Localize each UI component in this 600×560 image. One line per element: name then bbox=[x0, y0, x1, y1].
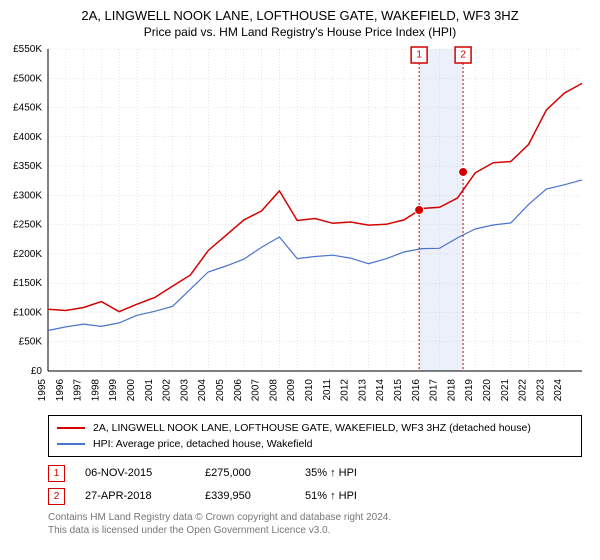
svg-text:£550K: £550K bbox=[13, 44, 42, 55]
svg-text:2011: 2011 bbox=[322, 378, 333, 400]
legend-item: HPI: Average price, detached house, Wake… bbox=[57, 436, 573, 452]
svg-text:1997: 1997 bbox=[73, 378, 84, 401]
legend-label: HPI: Average price, detached house, Wake… bbox=[93, 438, 312, 450]
svg-text:2012: 2012 bbox=[340, 378, 351, 401]
legend-item: 2A, LINGWELL NOOK LANE, LOFTHOUSE GATE, … bbox=[57, 420, 573, 436]
chart-subtitle: Price paid vs. HM Land Registry's House … bbox=[10, 25, 590, 39]
footer-attribution: Contains HM Land Registry data © Crown c… bbox=[48, 511, 582, 537]
svg-text:£100K: £100K bbox=[13, 307, 42, 318]
svg-text:2000: 2000 bbox=[126, 378, 137, 401]
svg-text:2019: 2019 bbox=[464, 378, 475, 401]
svg-text:2003: 2003 bbox=[179, 378, 190, 401]
svg-text:2009: 2009 bbox=[286, 378, 297, 401]
svg-text:1995: 1995 bbox=[37, 378, 48, 401]
event-badge: 1 bbox=[48, 465, 65, 482]
svg-text:2013: 2013 bbox=[357, 378, 368, 401]
event-delta: 35% ↑ HPI bbox=[305, 467, 357, 479]
event-date: 06-NOV-2015 bbox=[85, 467, 205, 479]
svg-text:2020: 2020 bbox=[482, 378, 493, 401]
svg-text:2006: 2006 bbox=[233, 378, 244, 401]
svg-text:1996: 1996 bbox=[55, 378, 66, 401]
footer-line: This data is licensed under the Open Gov… bbox=[48, 524, 582, 537]
svg-text:£50K: £50K bbox=[19, 337, 43, 348]
svg-text:2001: 2001 bbox=[144, 378, 155, 401]
svg-text:2017: 2017 bbox=[429, 378, 440, 401]
legend-swatch bbox=[57, 443, 85, 445]
event-row: 2 27-APR-2018£339,95051% ↑ HPI bbox=[48, 488, 582, 505]
svg-text:£300K: £300K bbox=[13, 190, 42, 201]
svg-text:£400K: £400K bbox=[13, 132, 42, 143]
svg-text:2005: 2005 bbox=[215, 378, 226, 401]
svg-text:£350K: £350K bbox=[13, 161, 42, 172]
svg-text:2018: 2018 bbox=[446, 378, 457, 401]
legend: 2A, LINGWELL NOOK LANE, LOFTHOUSE GATE, … bbox=[48, 415, 582, 457]
svg-text:2023: 2023 bbox=[535, 378, 546, 401]
svg-text:2010: 2010 bbox=[304, 378, 315, 401]
legend-label: 2A, LINGWELL NOOK LANE, LOFTHOUSE GATE, … bbox=[93, 422, 531, 434]
svg-text:2016: 2016 bbox=[411, 378, 422, 401]
svg-text:2021: 2021 bbox=[500, 378, 511, 401]
event-delta: 51% ↑ HPI bbox=[305, 490, 357, 502]
svg-text:£250K: £250K bbox=[13, 220, 42, 231]
svg-text:£0: £0 bbox=[31, 366, 43, 377]
svg-text:2008: 2008 bbox=[268, 378, 279, 401]
chart-container: 2A, LINGWELL NOOK LANE, LOFTHOUSE GATE, … bbox=[0, 0, 600, 545]
events-table: 1 06-NOV-2015£275,00035% ↑ HPI 2 27-APR-201… bbox=[48, 465, 582, 505]
svg-text:£150K: £150K bbox=[13, 278, 42, 289]
footer-line: Contains HM Land Registry data © Crown c… bbox=[48, 511, 582, 524]
svg-text:1: 1 bbox=[416, 49, 422, 60]
svg-text:2007: 2007 bbox=[251, 378, 262, 401]
event-date: 27-APR-2018 bbox=[85, 490, 205, 502]
svg-text:2: 2 bbox=[460, 49, 466, 60]
event-badge: 2 bbox=[48, 488, 65, 505]
legend-swatch bbox=[57, 427, 85, 429]
svg-text:1998: 1998 bbox=[90, 378, 101, 401]
chart-svg: £0£50K£100K£150K£200K£250K£300K£350K£400… bbox=[48, 45, 582, 375]
svg-text:1999: 1999 bbox=[108, 378, 119, 401]
svg-text:2004: 2004 bbox=[197, 378, 208, 401]
svg-text:£200K: £200K bbox=[13, 249, 42, 260]
svg-text:2022: 2022 bbox=[518, 378, 529, 401]
svg-text:2002: 2002 bbox=[162, 378, 173, 401]
chart-title: 2A, LINGWELL NOOK LANE, LOFTHOUSE GATE, … bbox=[10, 8, 590, 25]
event-price: £339,950 bbox=[205, 490, 305, 502]
svg-text:£500K: £500K bbox=[13, 73, 42, 84]
svg-text:£450K: £450K bbox=[13, 102, 42, 113]
chart-plot-area: £0£50K£100K£150K£200K£250K£300K£350K£400… bbox=[48, 45, 582, 375]
svg-text:2015: 2015 bbox=[393, 378, 404, 401]
event-row: 1 06-NOV-2015£275,00035% ↑ HPI bbox=[48, 465, 582, 482]
svg-text:2024: 2024 bbox=[553, 378, 564, 401]
svg-text:2014: 2014 bbox=[375, 378, 386, 401]
event-price: £275,000 bbox=[205, 467, 305, 479]
